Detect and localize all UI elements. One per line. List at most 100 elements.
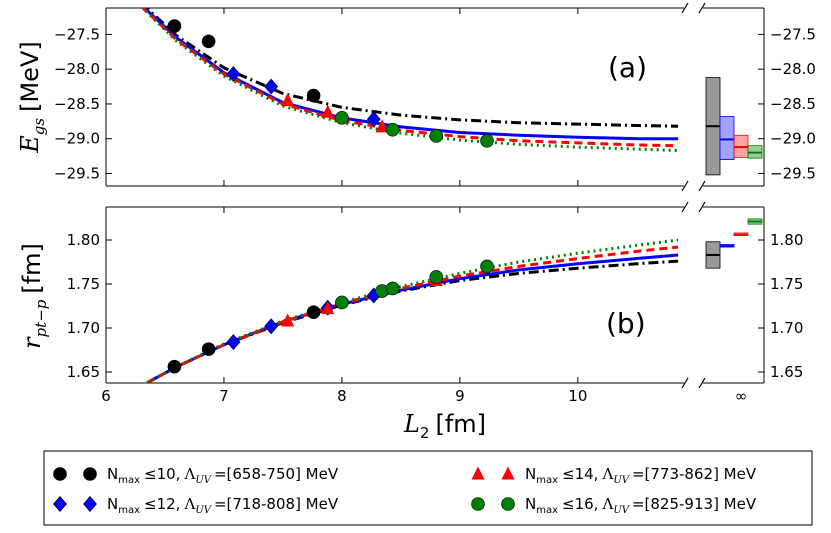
y-tick-label-right: −28.0 bbox=[770, 60, 816, 78]
panel-a-y-label: Egs [MeV] bbox=[16, 41, 48, 153]
y-tick-label-right: 1.80 bbox=[770, 231, 803, 249]
panel-b-y-unit: [fm] bbox=[18, 243, 46, 294]
data-point bbox=[321, 301, 335, 315]
data-point bbox=[366, 111, 381, 128]
panel-b-axis-break bbox=[681, 201, 706, 389]
data-point bbox=[226, 66, 241, 83]
y-tick-label-right: 1.75 bbox=[770, 275, 803, 293]
data-point bbox=[429, 129, 444, 143]
data-point bbox=[201, 34, 216, 49]
x-axis-unit: [fm] bbox=[435, 410, 486, 438]
panel-b-y-subscript: pt−p bbox=[32, 299, 50, 337]
panel-a-label: (a) bbox=[608, 51, 647, 84]
panel-b-y-label: rpt−p [fm] bbox=[18, 243, 50, 349]
panel-b-x-ticks: 6 7 8 9 10 bbox=[101, 207, 587, 405]
y-tick-label: −28.5 bbox=[54, 95, 100, 113]
panel-b-left-ticks: 1.65 1.70 1.75 1.80 bbox=[67, 231, 112, 381]
data-point bbox=[306, 88, 321, 103]
data-point bbox=[281, 92, 295, 106]
data-point bbox=[375, 119, 389, 133]
legend-marker bbox=[501, 466, 515, 480]
panel-a-x-ticks bbox=[105, 8, 579, 186]
x-tick-label: 6 bbox=[101, 387, 111, 405]
legend-marker bbox=[83, 467, 97, 481]
x-tick-label: 8 bbox=[337, 387, 347, 405]
legend-label: Nmax ≤12, ΛUV =[718-808] MeV bbox=[107, 495, 339, 516]
y-tick-label: −27.5 bbox=[54, 25, 100, 43]
data-point bbox=[385, 281, 400, 296]
y-tick-label: 1.70 bbox=[67, 319, 100, 337]
data-point bbox=[167, 359, 182, 374]
infinity-tick-label: ∞ bbox=[735, 387, 748, 405]
panel-b-infinity-extrapolations bbox=[705, 218, 763, 269]
data-point bbox=[226, 334, 241, 351]
x-axis-subscript: 2 bbox=[420, 424, 430, 442]
data-point bbox=[335, 111, 349, 125]
legend-label: Nmax ≤16, ΛUV =[825-913] MeV bbox=[525, 495, 757, 516]
y-tick-label: −29.5 bbox=[54, 164, 100, 182]
data-point bbox=[429, 270, 444, 284]
legend-label: Nmax ≤10, ΛUV =[658-750] MeV bbox=[107, 465, 339, 486]
data-point bbox=[201, 342, 216, 356]
panel-a-y-unit: [MeV] bbox=[16, 41, 44, 112]
fit-curve bbox=[146, 259, 679, 383]
x-tick-label: 7 bbox=[219, 387, 229, 405]
fit-curve bbox=[146, 253, 679, 383]
legend-frame bbox=[43, 450, 813, 526]
data-point bbox=[335, 295, 349, 310]
legend-marker bbox=[83, 496, 97, 512]
panel-b-fit-curves bbox=[146, 238, 679, 383]
fit-curve bbox=[140, 8, 679, 152]
y-tick-label-right: 1.65 bbox=[770, 363, 803, 381]
x-axis-symbol: L bbox=[403, 410, 420, 438]
panel-a-data-points bbox=[167, 19, 494, 148]
y-tick-label: −28.0 bbox=[54, 60, 100, 78]
data-point bbox=[306, 305, 321, 319]
panel-b-right-ticks: 1.65 1.70 1.75 1.80 bbox=[758, 231, 803, 381]
panel-a-y-subscript: gs bbox=[30, 118, 48, 136]
panel-a-y-symbol: E bbox=[16, 135, 44, 154]
y-tick-label: 1.75 bbox=[67, 275, 100, 293]
y-tick-label: 1.65 bbox=[67, 363, 100, 381]
y-tick-label-right: −29.0 bbox=[770, 130, 816, 148]
data-point bbox=[385, 122, 400, 137]
panel-a: −27.5 −28.0 −28.5 −29.0 −29.5 −27.5 −28.0 −28.… bbox=[16, 2, 816, 192]
legend-marker bbox=[501, 497, 515, 511]
x-tick-label: 9 bbox=[455, 387, 465, 405]
data-point bbox=[264, 78, 279, 95]
panel-a-infinity-extrapolations bbox=[705, 77, 763, 176]
data-point bbox=[281, 313, 295, 327]
panel-a-axis-break bbox=[681, 2, 706, 192]
y-tick-label-right: −29.5 bbox=[770, 164, 816, 182]
data-point bbox=[167, 19, 182, 33]
legend-items: Nmax ≤10, ΛUV =[658-750] MeV Nmax ≤12, ΛUV =[71… bbox=[53, 465, 757, 516]
y-tick-label-right: −28.5 bbox=[770, 95, 816, 113]
fit-curve bbox=[142, 8, 679, 141]
x-tick-label: 10 bbox=[568, 387, 587, 405]
panel-b-data-points bbox=[167, 259, 494, 374]
panel-a-fit-curves bbox=[140, 8, 679, 152]
y-tick-label: −29.0 bbox=[54, 130, 100, 148]
legend-label: Nmax ≤14, ΛUV =[773-862] MeV bbox=[525, 465, 757, 486]
y-tick-label: 1.80 bbox=[67, 231, 100, 249]
legend-marker bbox=[53, 496, 67, 512]
legend: Nmax ≤10, ΛUV =[658-750] MeV Nmax ≤12, ΛUV =[71… bbox=[43, 450, 813, 526]
legend-marker bbox=[471, 497, 485, 511]
y-tick-label-right: −27.5 bbox=[770, 25, 816, 43]
panel-a-right-ticks: −27.5 −28.0 −28.5 −29.0 −29.5 bbox=[758, 25, 816, 182]
panel-b: 1.65 1.70 1.75 1.80 1.65 1.70 1.75 1.80 6 7 8 9 10… bbox=[18, 201, 803, 442]
fit-curve bbox=[144, 8, 679, 128]
legend-marker bbox=[471, 466, 485, 480]
panel-b-label: (b) bbox=[606, 307, 646, 340]
y-tick-label-right: 1.70 bbox=[770, 319, 803, 337]
data-point bbox=[480, 259, 494, 274]
legend-marker bbox=[53, 467, 67, 481]
data-point bbox=[480, 134, 494, 148]
data-point bbox=[264, 318, 279, 335]
x-axis-label: L2 [fm] bbox=[403, 410, 486, 442]
panel-a-left-ticks: −27.5 −28.0 −28.5 −29.0 −29.5 bbox=[54, 25, 112, 182]
infinity-box bbox=[719, 116, 735, 160]
data-point bbox=[321, 104, 335, 118]
